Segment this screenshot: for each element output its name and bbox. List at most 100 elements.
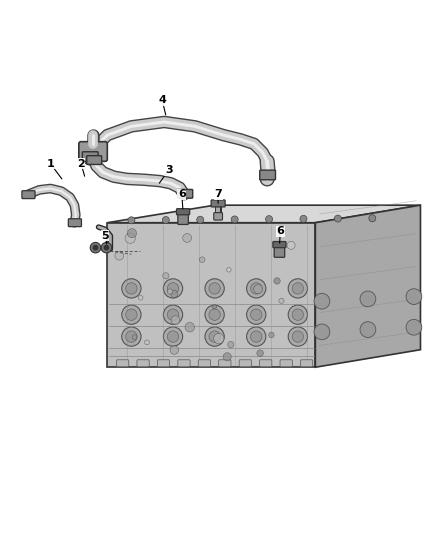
Circle shape xyxy=(223,353,231,361)
FancyBboxPatch shape xyxy=(157,360,170,367)
Circle shape xyxy=(125,233,135,244)
Circle shape xyxy=(228,342,234,348)
Circle shape xyxy=(209,331,220,342)
Circle shape xyxy=(214,334,224,344)
Circle shape xyxy=(122,279,141,298)
Circle shape xyxy=(185,322,194,332)
Circle shape xyxy=(167,331,179,342)
FancyBboxPatch shape xyxy=(22,191,35,199)
FancyBboxPatch shape xyxy=(82,152,98,161)
FancyBboxPatch shape xyxy=(239,360,251,367)
Circle shape xyxy=(167,282,179,294)
Circle shape xyxy=(251,282,262,294)
FancyBboxPatch shape xyxy=(211,200,225,207)
Circle shape xyxy=(274,278,280,284)
FancyBboxPatch shape xyxy=(87,156,102,165)
Circle shape xyxy=(360,291,376,307)
Circle shape xyxy=(126,282,137,294)
FancyBboxPatch shape xyxy=(260,360,272,367)
Circle shape xyxy=(128,217,135,224)
FancyBboxPatch shape xyxy=(117,360,129,367)
Circle shape xyxy=(171,316,180,325)
Text: 2: 2 xyxy=(77,159,85,168)
Circle shape xyxy=(132,335,137,340)
Circle shape xyxy=(334,215,341,222)
Circle shape xyxy=(314,324,330,340)
FancyBboxPatch shape xyxy=(178,189,193,198)
Circle shape xyxy=(292,309,304,320)
Circle shape xyxy=(163,305,183,324)
Circle shape xyxy=(314,293,330,309)
Circle shape xyxy=(205,305,224,324)
Circle shape xyxy=(209,309,220,320)
FancyBboxPatch shape xyxy=(274,246,285,257)
Circle shape xyxy=(167,289,173,294)
Circle shape xyxy=(406,319,422,335)
FancyBboxPatch shape xyxy=(198,360,211,367)
Circle shape xyxy=(163,327,183,346)
Circle shape xyxy=(251,309,262,320)
Circle shape xyxy=(205,327,224,346)
FancyBboxPatch shape xyxy=(68,219,81,227)
FancyBboxPatch shape xyxy=(177,209,190,215)
Circle shape xyxy=(93,246,98,250)
Circle shape xyxy=(265,216,272,223)
Polygon shape xyxy=(315,205,420,367)
Text: 7: 7 xyxy=(214,189,222,199)
Circle shape xyxy=(101,243,112,253)
Circle shape xyxy=(122,305,141,324)
Circle shape xyxy=(288,279,307,298)
Circle shape xyxy=(183,233,191,243)
FancyBboxPatch shape xyxy=(280,360,292,367)
Circle shape xyxy=(247,327,266,346)
FancyBboxPatch shape xyxy=(300,360,313,367)
Circle shape xyxy=(231,216,238,223)
Circle shape xyxy=(104,246,109,250)
Circle shape xyxy=(127,229,137,238)
Circle shape xyxy=(369,215,376,222)
Circle shape xyxy=(254,285,263,294)
FancyBboxPatch shape xyxy=(273,241,286,248)
Circle shape xyxy=(138,295,143,300)
Circle shape xyxy=(288,327,307,346)
Text: 3: 3 xyxy=(165,165,173,175)
Circle shape xyxy=(288,305,307,324)
Circle shape xyxy=(300,215,307,222)
Polygon shape xyxy=(107,223,315,367)
FancyBboxPatch shape xyxy=(79,142,107,161)
Circle shape xyxy=(90,243,101,253)
FancyBboxPatch shape xyxy=(137,360,149,367)
Circle shape xyxy=(212,304,217,309)
Circle shape xyxy=(115,252,124,260)
Circle shape xyxy=(163,279,183,298)
Text: 1: 1 xyxy=(46,159,54,168)
Text: 5: 5 xyxy=(101,231,109,241)
Circle shape xyxy=(167,309,179,320)
FancyBboxPatch shape xyxy=(178,213,188,224)
Circle shape xyxy=(360,322,376,337)
Circle shape xyxy=(247,305,266,324)
FancyBboxPatch shape xyxy=(260,170,276,180)
Circle shape xyxy=(226,268,231,272)
Circle shape xyxy=(292,282,304,294)
Circle shape xyxy=(122,327,141,346)
Circle shape xyxy=(406,289,422,304)
Text: 6: 6 xyxy=(276,227,284,237)
Circle shape xyxy=(171,290,178,297)
Circle shape xyxy=(292,331,304,342)
Circle shape xyxy=(163,273,169,279)
Polygon shape xyxy=(107,205,420,223)
Circle shape xyxy=(205,279,224,298)
Circle shape xyxy=(199,257,205,262)
Text: 4: 4 xyxy=(158,95,166,105)
FancyBboxPatch shape xyxy=(219,360,231,367)
Circle shape xyxy=(126,309,137,320)
Circle shape xyxy=(209,282,220,294)
FancyBboxPatch shape xyxy=(214,213,223,220)
Circle shape xyxy=(162,216,170,223)
Circle shape xyxy=(268,332,274,338)
Circle shape xyxy=(257,350,263,357)
Circle shape xyxy=(279,298,284,303)
Circle shape xyxy=(251,331,262,342)
Circle shape xyxy=(197,216,204,223)
